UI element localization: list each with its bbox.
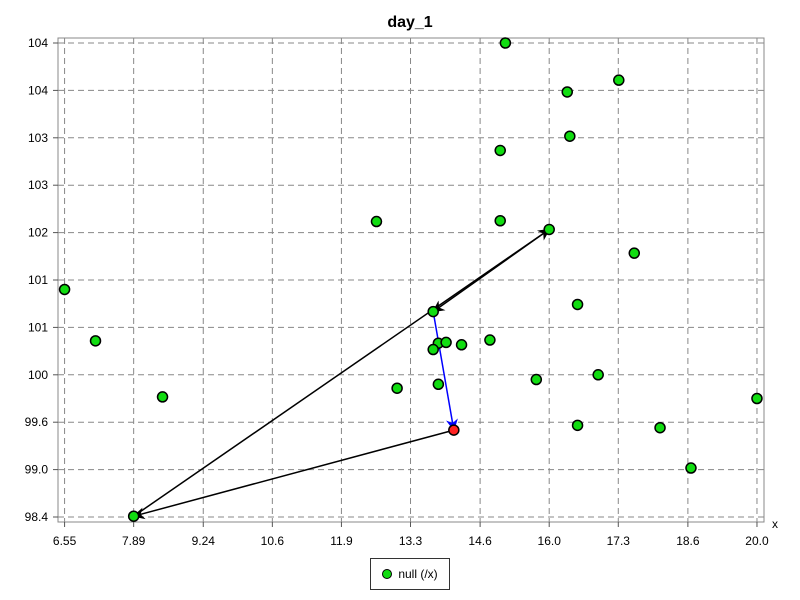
- y-tick-label: 98.4: [25, 510, 49, 524]
- data-point: [628, 247, 641, 259]
- legend-swatch-icon: [382, 569, 393, 579]
- y-tick-label: 99.0: [25, 463, 49, 477]
- y-tick-label: 102: [28, 226, 48, 240]
- path-arrow: [132, 429, 455, 520]
- x-tick-label: 18.6: [676, 534, 700, 548]
- data-point: [455, 339, 468, 351]
- x-tick-label: 7.89: [122, 534, 146, 548]
- x-tick-label: 6.55: [53, 534, 77, 548]
- x-tick-label: 17.3: [607, 534, 631, 548]
- path-arrow: [133, 228, 551, 517]
- data-point: [499, 37, 512, 49]
- x-tick-label: 13.3: [399, 534, 423, 548]
- data-point: [530, 373, 543, 386]
- data-point: [370, 215, 383, 228]
- data-point: [432, 378, 445, 391]
- x-axis-ticks: 6.55 7.89 9.24 10.6 11.9 13.3 14.6 16.0 17.3 18.6…: [53, 522, 769, 548]
- legend-label: null (/x): [398, 567, 438, 581]
- data-point: [494, 215, 506, 227]
- data-point: [156, 391, 169, 403]
- y-tick-label: 101: [28, 273, 48, 287]
- y-axis-ticks: 98.4 99.0 99.6 100 101 101 102 103 103 104 104: [25, 36, 58, 524]
- data-point: [427, 343, 439, 356]
- data-point: [613, 74, 625, 86]
- data-point: [484, 334, 496, 346]
- data-point: [564, 130, 576, 142]
- x-tick-label: 10.6: [261, 534, 285, 548]
- x-tick-label: 14.6: [468, 534, 492, 548]
- data-point: [440, 336, 452, 349]
- data-point: [751, 392, 763, 405]
- y-tick-label: 104: [28, 36, 48, 50]
- data-point: [391, 382, 403, 394]
- data-points: [58, 37, 763, 522]
- data-point: [89, 335, 102, 347]
- data-point: [58, 283, 71, 296]
- legend: null (/x): [370, 558, 450, 590]
- data-point: [685, 462, 697, 474]
- y-tick-label: 101: [28, 320, 48, 334]
- x-tick-label: 16.0: [538, 534, 562, 548]
- data-point: [571, 298, 584, 311]
- data-point: [494, 144, 506, 157]
- x-tick-label: 11.9: [330, 534, 353, 548]
- data-point: [427, 305, 439, 318]
- data-point: [654, 421, 666, 434]
- chart-title: day_1: [387, 14, 432, 31]
- y-tick-label: 103: [28, 178, 48, 192]
- path-arrows: [132, 228, 551, 520]
- y-tick-label: 104: [28, 83, 48, 97]
- data-point: [127, 510, 140, 522]
- x-tick-label: 20.0: [745, 534, 769, 548]
- highlighted-point: [448, 424, 460, 436]
- x-tick-label: 9.24: [192, 534, 216, 548]
- data-point: [592, 369, 604, 381]
- data-point: [571, 419, 584, 432]
- y-tick-label: 99.6: [25, 415, 49, 429]
- data-point: [561, 86, 573, 98]
- data-point: [543, 223, 555, 236]
- y-tick-label: 100: [28, 368, 48, 382]
- x-axis-label: x: [772, 517, 778, 531]
- path-arrow: [432, 311, 458, 432]
- y-tick-label: 103: [28, 131, 48, 145]
- path-arrow: [432, 228, 550, 313]
